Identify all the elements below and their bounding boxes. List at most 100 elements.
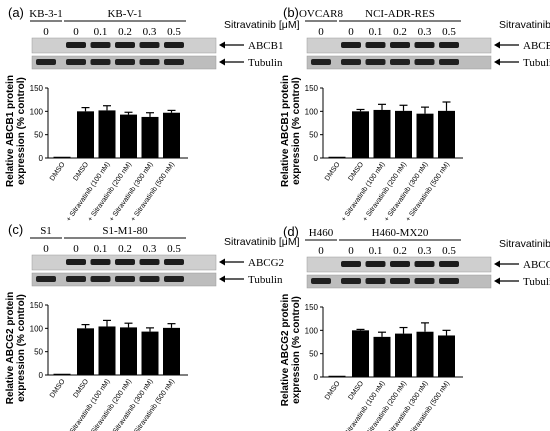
bar: [77, 328, 94, 375]
cell-line-parental: H460: [309, 227, 334, 239]
blot-band-target: [414, 261, 435, 267]
y-tick-label: 150: [305, 84, 319, 93]
cell-line-parental: S1: [40, 225, 52, 237]
cell-line-parental: KB-3-1: [29, 8, 63, 20]
blot-band-tubulin: [164, 276, 184, 282]
blot-band-tubulin: [139, 276, 160, 282]
blot-band-target: [439, 42, 459, 48]
y-tick-label: 100: [30, 107, 44, 116]
blot-band-target: [115, 42, 135, 48]
y-axis-label-line2: expression (% control): [16, 77, 27, 185]
blot-band-target: [139, 259, 160, 265]
bar: [438, 110, 455, 158]
lane-concentration: 0.3: [418, 245, 432, 257]
arrow-head: [219, 258, 225, 266]
y-axis-label-line1: Relative ABCB1 protein: [280, 75, 291, 187]
lane-concentration: 0.5: [167, 26, 181, 38]
lane-concentration: 0.2: [393, 245, 407, 257]
cell-line-resistant: H460-MX20: [372, 227, 429, 239]
lane-concentration: 0: [43, 243, 49, 255]
arrow-head: [494, 41, 500, 49]
x-tick-label: DMSO: [347, 380, 365, 402]
lane-concentration: 0.1: [369, 26, 383, 38]
blot-band-tubulin: [36, 59, 56, 65]
lane-concentration: 0: [73, 243, 79, 255]
bar: [416, 331, 434, 377]
y-axis-label-line1: Relative ABCB1 protein: [5, 75, 16, 187]
y-tick-label: 150: [30, 301, 44, 310]
arrow-head: [219, 275, 225, 283]
x-tick-label: DMSO: [72, 378, 90, 400]
y-tick-label: 0: [314, 154, 319, 163]
blot-band-tubulin: [414, 59, 435, 65]
lane-concentration: 0.3: [143, 243, 157, 255]
lane-concentration: 0: [43, 26, 49, 38]
treatment-label: Sitravatinib [μM]: [224, 19, 300, 31]
band-label-tubulin: Tubulin: [248, 57, 283, 69]
panel-label: (b): [283, 5, 299, 20]
blot-band-target: [390, 261, 410, 267]
blot-band-target: [164, 259, 184, 265]
panel-a: (a) KB-3-1 KB-V-1 0 0 0.1 0.2 0.3 0.5 Sitravatini…: [5, 5, 300, 223]
bar: [438, 335, 455, 377]
lane-concentration: 0.5: [167, 243, 181, 255]
blot-band-tubulin: [341, 59, 361, 65]
blot-band-tubulin: [439, 278, 459, 284]
blot-band-target: [365, 42, 386, 48]
y-tick-label: 50: [309, 350, 318, 359]
blot-band-target: [66, 42, 86, 48]
blot-band-target: [139, 42, 160, 48]
blot-band-tubulin: [390, 59, 410, 65]
y-tick-label: 50: [34, 131, 43, 140]
y-tick-label: 50: [309, 131, 318, 140]
lane-concentration: 0.1: [94, 243, 108, 255]
blot-band-tubulin: [36, 276, 56, 282]
treatment-label: Sitravatinib [μM]: [499, 19, 550, 31]
cell-line-parental: OVCAR8: [299, 8, 344, 20]
bar: [373, 109, 391, 158]
bar: [395, 333, 412, 377]
arrow-head: [494, 260, 500, 268]
blot-band-target: [164, 42, 184, 48]
band-label-tubulin: Tubulin: [523, 276, 550, 288]
panel-b: (b) OVCAR8 NCI-ADR-RES 0 0 0.1 0.2 0.3 0.5 Sitrav…: [280, 5, 550, 223]
band-label-tubulin: Tubulin: [523, 57, 550, 69]
panel-label: (c): [8, 222, 23, 237]
blot-band-target: [90, 42, 111, 48]
bar: [141, 116, 159, 158]
panel-c: (c) S1 S1-M1-80 0 0 0.1 0.2 0.3 0.5 Sitravatinib …: [5, 222, 300, 431]
blot-band-tubulin: [365, 59, 386, 65]
bar: [141, 331, 159, 375]
y-axis-label-line2: expression (% control): [16, 294, 27, 402]
x-tick-label: DMSO: [49, 161, 67, 183]
blot-band-tubulin: [90, 59, 111, 65]
cell-line-resistant: NCI-ADR-RES: [365, 8, 435, 20]
lane-concentration: 0.2: [118, 26, 132, 38]
bar: [395, 110, 412, 158]
lane-concentration: 0.1: [94, 26, 108, 38]
bar: [163, 327, 180, 375]
lane-concentration: 0.1: [369, 245, 383, 257]
x-tick-label: + Sitravatinib (100 nM): [65, 378, 111, 431]
y-tick-label: 150: [30, 84, 44, 93]
bar: [352, 111, 369, 158]
blot-band-tubulin: [439, 59, 459, 65]
arrow-head: [494, 277, 500, 285]
blot-band-tubulin: [311, 278, 331, 284]
lane-concentration: 0.3: [418, 26, 432, 38]
blot-band-target: [90, 259, 111, 265]
treatment-label: Sitravatinib [μM]: [224, 236, 300, 248]
band-label-tubulin: Tubulin: [248, 274, 283, 286]
bar: [373, 336, 391, 377]
lane-concentration: 0: [318, 245, 324, 257]
bar: [120, 114, 137, 158]
lane-concentration: 0: [348, 26, 354, 38]
lane-concentration: 0: [348, 245, 354, 257]
x-tick-label: DMSO: [72, 161, 90, 183]
band-label-target: ABCG2: [523, 259, 550, 271]
treatment-label: Sitravatinib [μM]: [499, 238, 550, 250]
cell-line-resistant: S1-M1-80: [102, 225, 148, 237]
blot-band-target: [365, 261, 386, 267]
band-label-target: ABCB1: [523, 40, 550, 52]
blot-band-tubulin: [115, 59, 135, 65]
